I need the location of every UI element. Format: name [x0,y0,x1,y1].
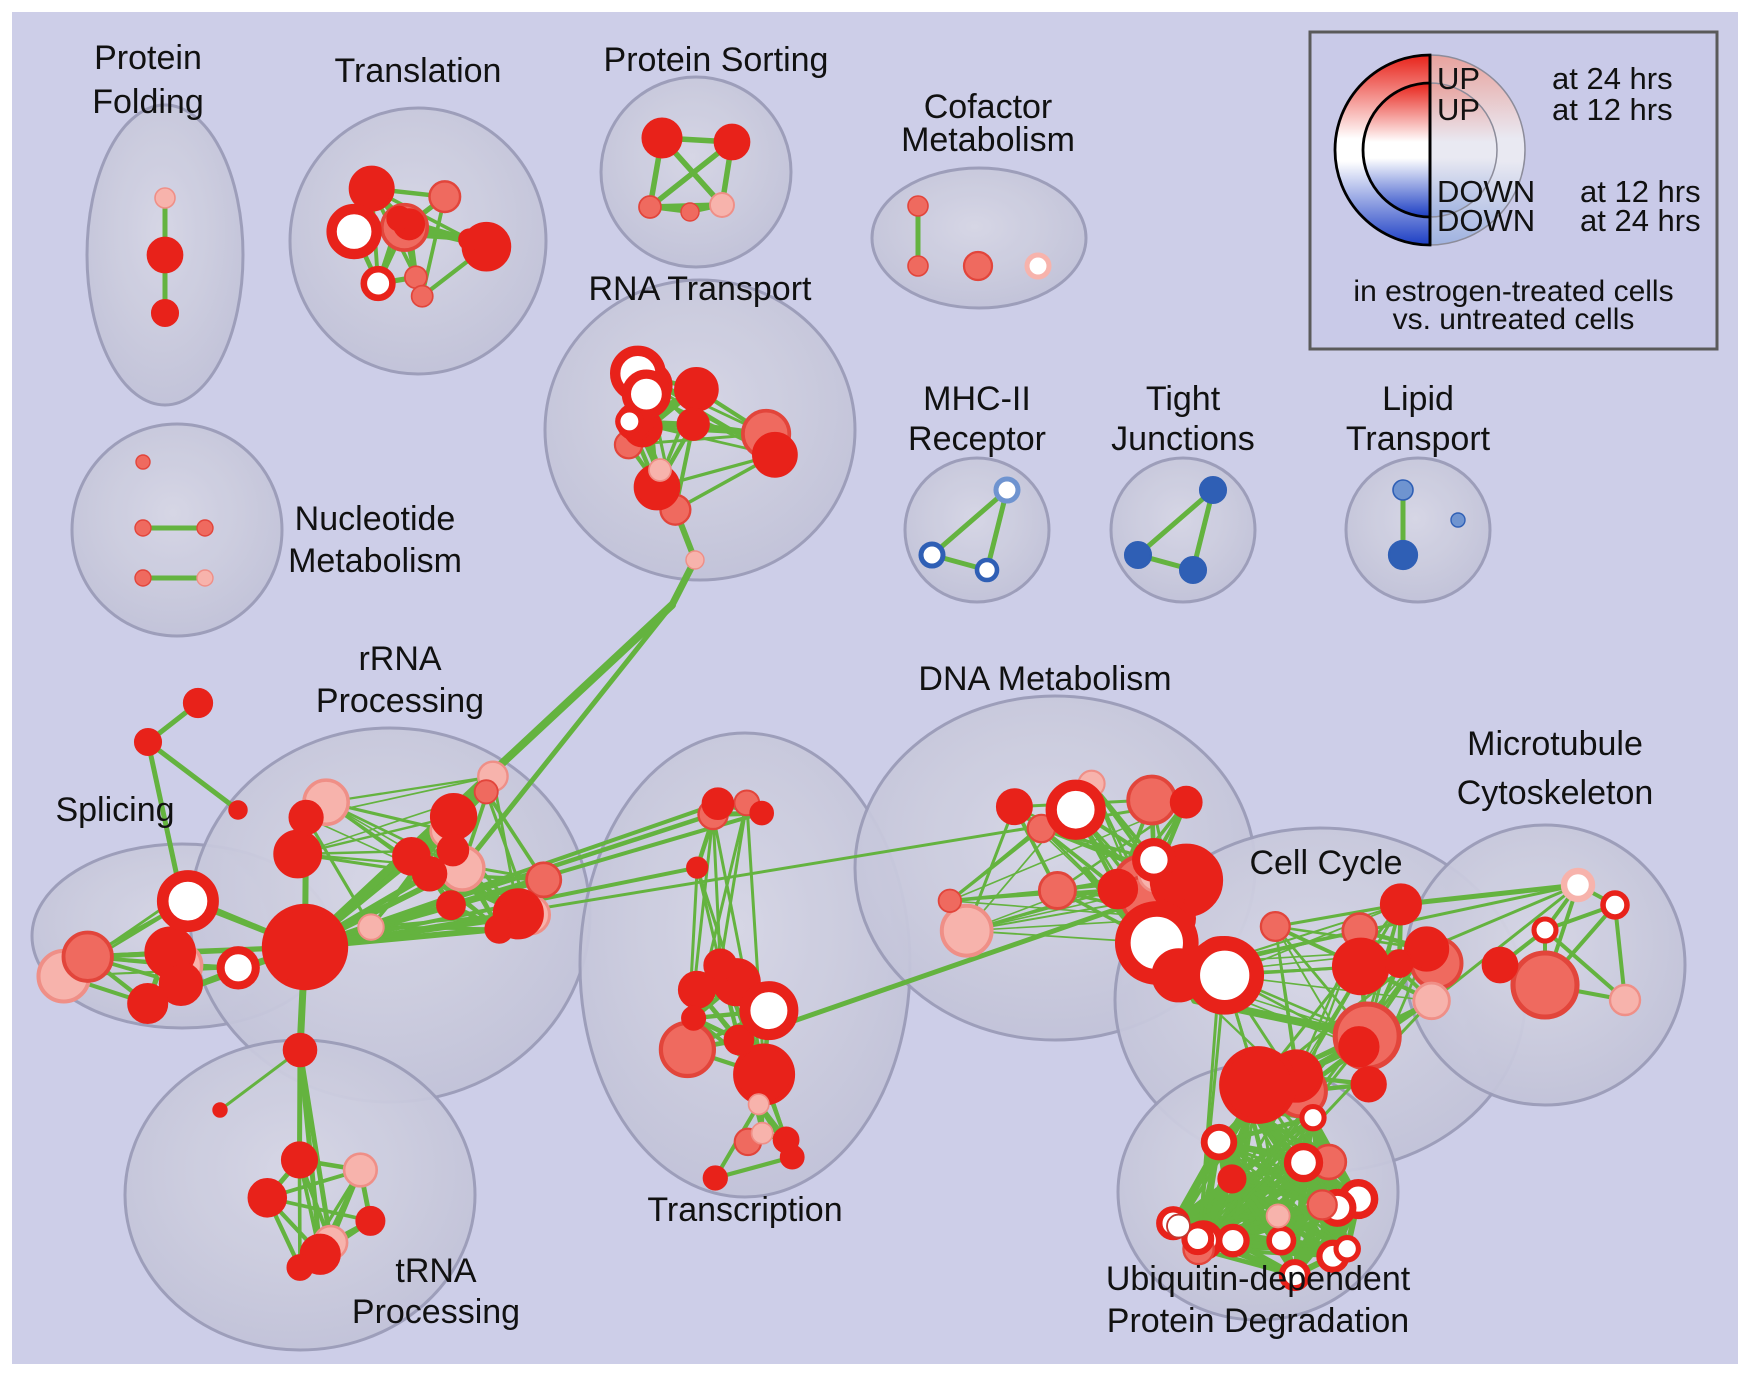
svg-text:Protein: Protein [94,39,202,77]
svg-text:Protein Degradation: Protein Degradation [1107,1302,1409,1340]
svg-text:Metabolism: Metabolism [901,121,1075,159]
svg-text:at 12 hrs: at 12 hrs [1552,92,1673,127]
svg-text:Tight: Tight [1146,380,1221,418]
svg-text:Junctions: Junctions [1111,420,1255,458]
svg-text:Processing: Processing [316,682,484,720]
svg-text:Translation: Translation [335,52,502,90]
svg-text:Processing: Processing [352,1293,520,1331]
svg-text:DNA Metabolism: DNA Metabolism [918,660,1171,698]
svg-text:MHC-II: MHC-II [923,380,1031,418]
svg-text:Cytoskeleton: Cytoskeleton [1457,774,1654,812]
svg-text:Receptor: Receptor [908,420,1046,458]
svg-text:Cell Cycle: Cell Cycle [1249,844,1402,882]
svg-text:DOWN: DOWN [1437,203,1535,238]
svg-text:UP: UP [1437,61,1480,96]
svg-text:Metabolism: Metabolism [288,542,462,580]
svg-text:Transport: Transport [1346,420,1491,458]
svg-text:rRNA: rRNA [358,640,441,678]
svg-text:Folding: Folding [92,83,204,121]
svg-text:Splicing: Splicing [55,791,174,829]
svg-text:at 24 hrs: at 24 hrs [1580,203,1701,238]
svg-text:Protein Sorting: Protein Sorting [604,41,829,79]
svg-text:vs. untreated cells: vs. untreated cells [1393,303,1635,336]
svg-text:Ubiquitin-dependent: Ubiquitin-dependent [1106,1260,1411,1298]
svg-text:at 24 hrs: at 24 hrs [1552,61,1673,96]
svg-text:Lipid: Lipid [1382,380,1454,418]
svg-text:Transcription: Transcription [647,1191,842,1229]
svg-text:Nucleotide: Nucleotide [295,500,456,538]
svg-text:RNA Transport: RNA Transport [589,270,813,308]
svg-text:Microtubule: Microtubule [1467,725,1643,763]
svg-text:UP: UP [1437,92,1480,127]
svg-text:tRNA: tRNA [395,1252,477,1290]
